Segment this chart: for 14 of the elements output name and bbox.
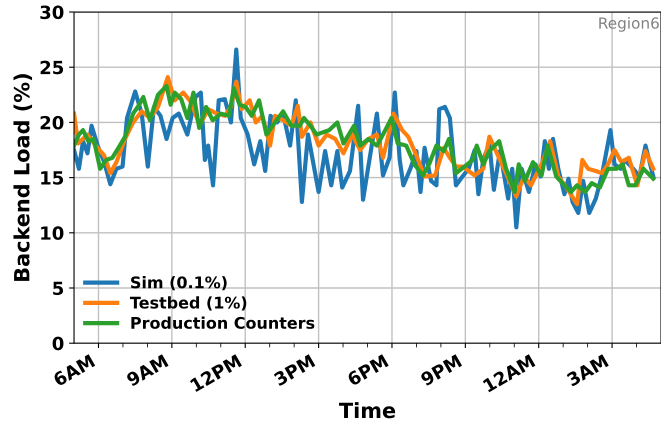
y-tick-label: 30 bbox=[40, 5, 64, 20]
y-tick-label: 5 bbox=[53, 282, 64, 296]
y-tick-label: 20 bbox=[40, 116, 64, 130]
y-axis-title: Backend Load (%) bbox=[13, 74, 32, 281]
y-tick-label: 15 bbox=[41, 171, 64, 185]
annotation: Region6 bbox=[599, 16, 659, 32]
legend-label: Testbed (1%) bbox=[130, 296, 246, 311]
x-tick-label: 6PM bbox=[346, 354, 389, 386]
legend-label: Production Counters bbox=[131, 316, 314, 329]
legend-label: Sim (0.1%) bbox=[131, 276, 227, 290]
y-tick-label: 10 bbox=[41, 226, 64, 240]
x-axis-title: Time bbox=[339, 402, 396, 418]
y-tick-label: 0 bbox=[52, 336, 64, 350]
y-tick-label: 25 bbox=[40, 60, 64, 74]
